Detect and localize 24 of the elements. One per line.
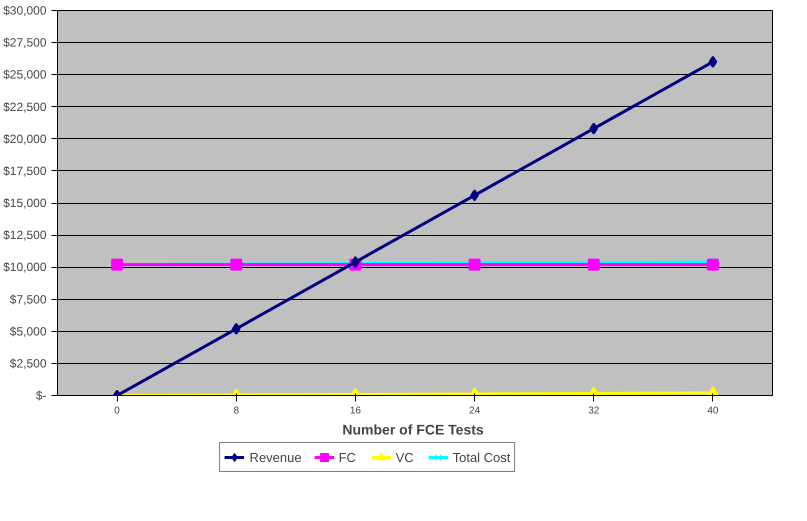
x-axis-title: Number of FCE Tests <box>342 422 484 438</box>
y-tick-label: $- <box>36 388 47 402</box>
x-tick-label: 8 <box>233 406 240 416</box>
y-tick-label: $15,000 <box>3 196 47 210</box>
x-tick-label: 0 <box>114 406 120 416</box>
y-tick-label: $2,500 <box>10 356 47 370</box>
legend-label: FC <box>338 450 357 464</box>
y-tick-label: $20,000 <box>3 132 47 146</box>
legend-label: Total Cost <box>452 450 510 464</box>
y-tick-label: $17,500 <box>3 164 47 178</box>
y-tick-label: $10,000 <box>3 260 47 274</box>
x-tick-label: 40 <box>707 406 719 416</box>
y-tick-label: $30,000 <box>3 4 47 18</box>
y-tick-label: $25,000 <box>3 68 47 82</box>
legend-label: Revenue <box>250 450 302 464</box>
y-tick-label: $7,500 <box>10 292 47 306</box>
x-tick-label: 16 <box>350 406 362 416</box>
y-tick-label: $12,500 <box>3 228 47 242</box>
y-tick-label: $27,500 <box>3 36 47 50</box>
x-tick-label: 24 <box>469 406 481 416</box>
x-tick-label: 32 <box>588 406 600 416</box>
y-tick-label: $5,000 <box>10 324 47 338</box>
y-tick-label: $22,500 <box>3 100 47 114</box>
legend-label: VC <box>396 450 415 464</box>
